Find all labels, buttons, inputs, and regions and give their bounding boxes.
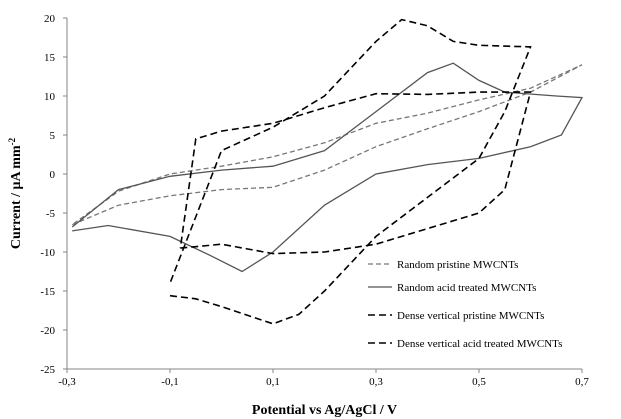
y-tick-label: -20 [40,325,55,337]
series-line-2 [71,62,584,273]
y-tick-label: 5 [50,130,56,142]
x-tick-label: 0,3 [369,376,383,388]
y-tick-label: -25 [40,364,55,376]
y-tick-label: -10 [40,247,55,259]
y-axis-ticks: -25 -20 -15 -10 -5 0 5 10 15 20 [40,13,67,376]
x-tick-label: 0,5 [472,376,486,388]
series-line-1 [71,64,583,226]
series-line-4 [179,91,532,255]
x-axis-ticks: -0,3 -0,1 0,1 0,3 0,5 0,7 [58,369,589,388]
x-tick-label: -0,1 [161,376,178,388]
legend-label-2: Random acid treated MWCNTs [397,282,536,294]
legend-label-3: Dense vertical pristine MWCNTs [397,310,544,322]
y-axis-title: Current / μA mm-2 [7,137,24,249]
x-tick-label: -0,3 [58,376,76,388]
plot-area [71,18,584,325]
legend-label-4: Dense vertical acid treated MWCNTs [397,338,562,350]
y-axis-title-main: Current / μA mm [9,145,24,249]
y-axis-title-superscript: -2 [7,137,17,145]
axes [66,18,582,370]
x-tick-label: 0,1 [266,376,280,388]
x-axis-title: Potential vs Ag/AgCl / V [252,403,397,418]
y-tick-label: -15 [40,286,55,298]
y-tick-label: 20 [44,13,56,25]
series-line-3 [169,18,532,325]
legend: Random pristine MWCNTs Random acid treate… [368,259,562,350]
x-tick-label: 0,7 [575,376,589,388]
y-tick-label: 0 [50,169,56,181]
y-tick-label: -5 [46,208,56,220]
y-tick-label: 15 [44,52,56,64]
y-tick-label: 10 [44,91,56,103]
legend-label-1: Random pristine MWCNTs [397,259,518,271]
